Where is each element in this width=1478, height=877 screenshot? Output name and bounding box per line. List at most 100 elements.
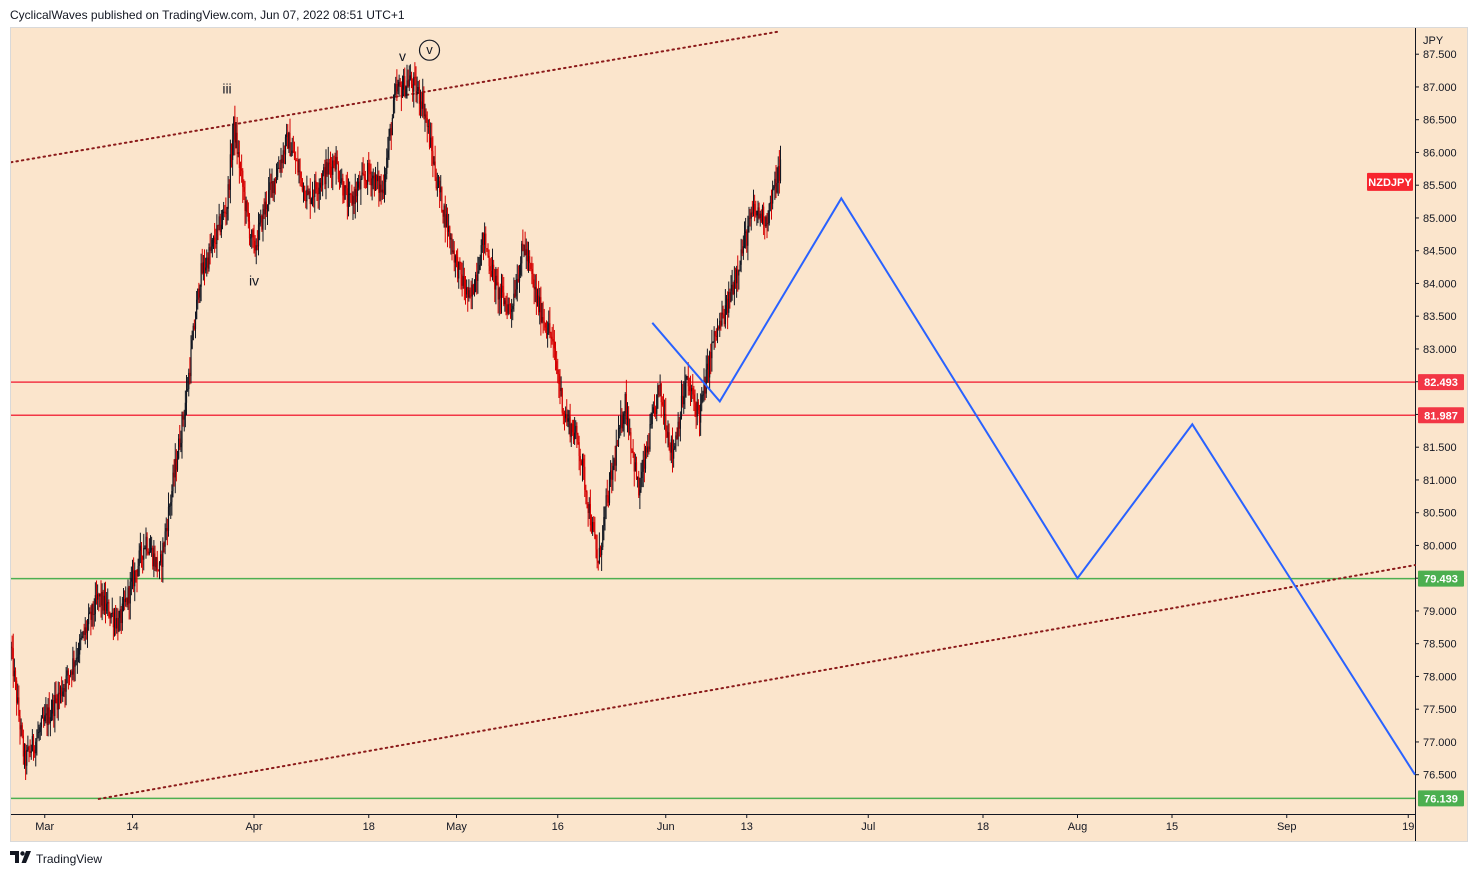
candle[interactable]	[620, 400, 622, 436]
candle[interactable]	[630, 427, 632, 465]
candle[interactable]	[530, 262, 532, 272]
candle[interactable]	[207, 252, 209, 274]
candle[interactable]	[97, 584, 99, 610]
candle[interactable]	[581, 453, 584, 482]
candle[interactable]	[558, 369, 560, 398]
candle[interactable]	[156, 550, 158, 578]
candle[interactable]	[543, 308, 545, 331]
candle[interactable]	[386, 148, 388, 180]
candle[interactable]	[457, 248, 459, 283]
candle[interactable]	[494, 268, 496, 303]
candle[interactable]	[154, 545, 156, 572]
candle[interactable]	[423, 86, 425, 120]
candle[interactable]	[593, 516, 595, 533]
candle[interactable]	[698, 404, 701, 437]
candle[interactable]	[380, 174, 382, 205]
candle[interactable]	[613, 457, 615, 471]
candle[interactable]	[499, 283, 501, 315]
candle[interactable]	[55, 681, 57, 704]
candle[interactable]	[757, 200, 759, 224]
candle[interactable]	[441, 186, 443, 213]
candle[interactable]	[235, 122, 237, 149]
candle[interactable]	[295, 151, 297, 175]
candle[interactable]	[238, 140, 240, 184]
candle[interactable]	[704, 376, 706, 401]
candle[interactable]	[64, 679, 66, 708]
candle[interactable]	[277, 161, 279, 180]
candle[interactable]	[98, 592, 100, 612]
candle[interactable]	[173, 459, 175, 487]
candle[interactable]	[772, 180, 774, 210]
candle[interactable]	[381, 180, 383, 200]
candle[interactable]	[335, 146, 337, 185]
candle[interactable]	[208, 243, 210, 272]
candle[interactable]	[152, 545, 154, 570]
candle[interactable]	[629, 418, 631, 436]
candle[interactable]	[540, 286, 542, 336]
candle[interactable]	[383, 166, 386, 203]
candle[interactable]	[225, 197, 227, 226]
candle[interactable]	[741, 239, 743, 257]
candle[interactable]	[176, 450, 179, 472]
candle[interactable]	[626, 402, 629, 433]
candle[interactable]	[103, 582, 105, 615]
candle[interactable]	[680, 380, 683, 420]
candle[interactable]	[67, 668, 69, 690]
candle[interactable]	[468, 279, 470, 302]
candle[interactable]	[376, 174, 378, 191]
candle[interactable]	[353, 186, 355, 215]
candle[interactable]	[750, 206, 752, 231]
candle[interactable]	[228, 179, 230, 199]
candle[interactable]	[410, 71, 413, 89]
candle[interactable]	[454, 254, 456, 278]
candle[interactable]	[461, 262, 463, 297]
candle[interactable]	[21, 722, 23, 739]
candle[interactable]	[547, 321, 549, 348]
candle[interactable]	[347, 178, 350, 217]
candle[interactable]	[497, 267, 499, 314]
candle[interactable]	[589, 489, 591, 532]
candle[interactable]	[144, 545, 146, 550]
candle[interactable]	[221, 209, 224, 230]
candle[interactable]	[310, 197, 312, 205]
candle[interactable]	[374, 166, 377, 191]
candle[interactable]	[388, 128, 390, 161]
candle[interactable]	[270, 173, 272, 198]
candle[interactable]	[557, 358, 559, 384]
candle[interactable]	[485, 226, 487, 256]
candle[interactable]	[484, 222, 486, 254]
candle[interactable]	[584, 454, 586, 498]
candle[interactable]	[761, 204, 764, 225]
candle[interactable]	[183, 409, 185, 432]
candle[interactable]	[331, 156, 333, 189]
candle[interactable]	[113, 607, 116, 637]
candle[interactable]	[520, 256, 522, 279]
candle[interactable]	[317, 182, 319, 209]
candle[interactable]	[290, 142, 292, 158]
candle[interactable]	[17, 683, 19, 705]
candle[interactable]	[147, 548, 149, 556]
candle[interactable]	[313, 189, 315, 208]
candle[interactable]	[239, 161, 242, 177]
candle[interactable]	[70, 669, 72, 678]
candle[interactable]	[703, 368, 705, 402]
candle[interactable]	[328, 158, 330, 175]
candle[interactable]	[625, 379, 627, 426]
candle[interactable]	[722, 305, 724, 319]
candle[interactable]	[473, 279, 476, 297]
channel-line-1[interactable]	[11, 30, 782, 164]
candle[interactable]	[729, 288, 731, 309]
candle[interactable]	[318, 178, 320, 210]
candle[interactable]	[489, 258, 491, 282]
candle[interactable]	[219, 213, 221, 236]
candle[interactable]	[731, 269, 733, 301]
candle[interactable]	[329, 151, 332, 178]
candle[interactable]	[478, 256, 480, 274]
candle[interactable]	[724, 289, 726, 329]
candle[interactable]	[642, 450, 644, 488]
candle[interactable]	[604, 506, 606, 531]
candle[interactable]	[696, 393, 698, 426]
candle[interactable]	[685, 374, 687, 398]
candle[interactable]	[247, 202, 249, 229]
candle[interactable]	[39, 722, 41, 740]
